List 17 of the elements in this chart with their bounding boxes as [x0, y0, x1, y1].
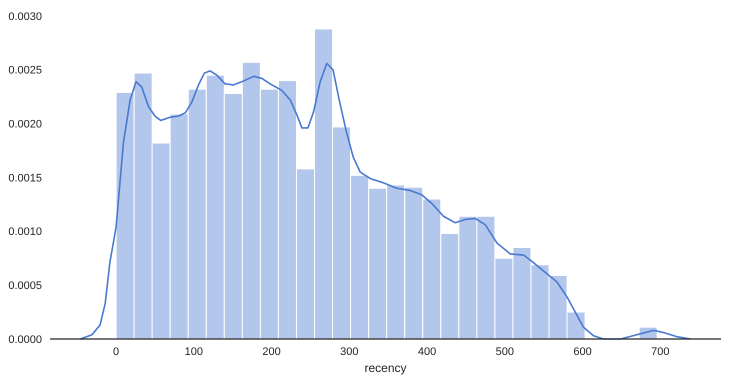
- x-tick-label: 200: [262, 346, 281, 358]
- x-tick-label: 100: [184, 346, 204, 358]
- y-tick-label: 0.0015: [8, 172, 42, 184]
- y-tick-label: 0.0030: [8, 10, 42, 23]
- y-tick-label: 0.0020: [8, 118, 42, 131]
- y-tick-label: 0.0010: [8, 226, 42, 238]
- x-tick-label: 400: [418, 346, 436, 358]
- x-tick-label: 700: [651, 346, 670, 358]
- y-tick-label: 0.0005: [8, 280, 42, 292]
- x-tick-label: 0: [113, 346, 120, 358]
- y-tick-label: 0.0025: [8, 64, 42, 77]
- x-tick-label: 300: [340, 346, 359, 358]
- y-tick-label: 0.0000: [8, 334, 42, 346]
- x-axis-title: recency: [364, 361, 407, 375]
- line-series: [80, 62, 692, 340]
- x-tick-label: 500: [496, 346, 514, 358]
- x-tick-label: 600: [573, 346, 592, 358]
